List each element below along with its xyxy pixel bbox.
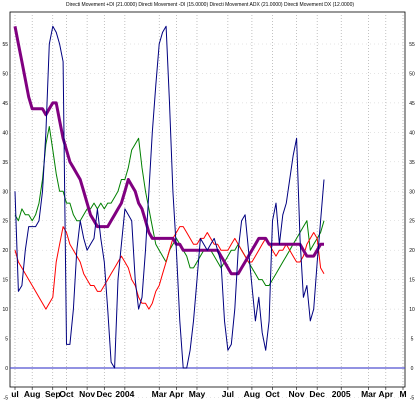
x-tick-label: 2005 [332, 389, 351, 399]
plot-frame [9, 11, 406, 388]
y-tick-label-right: 45 [409, 101, 415, 107]
y-tick-label-left: 35 [2, 160, 8, 166]
chart-title: Directi Movement +DI (21.0000) Directi M… [66, 2, 354, 8]
y-tick-label-right: 10 [409, 307, 415, 313]
y-tick-label-right: 55 [409, 42, 415, 48]
y-tick-label-right: 25 [409, 219, 415, 225]
x-tick-label: M [399, 389, 406, 399]
y-tick-label-left: 0 [5, 366, 8, 372]
y-tick-label-left: 15 [2, 278, 8, 284]
series-lines [13, 25, 325, 369]
x-tick-label: Aug [244, 389, 261, 399]
x-tick-label: Dec [309, 389, 325, 399]
y-tick-label-right: 0 [411, 366, 414, 372]
y-tick-label-left: 10 [2, 307, 8, 313]
y-tick-label-left: 25 [2, 219, 8, 225]
x-tick-label: 2004 [115, 389, 134, 399]
y-tick-label-right: 5 [411, 337, 414, 343]
x-tick-label: ul [11, 389, 19, 399]
x-tick-label: Oct [265, 389, 279, 399]
y-tick-label-left: 5 [5, 337, 8, 343]
x-tick-label: Apr [379, 389, 394, 399]
series-line-di [14, 226, 325, 310]
x-tick-label: Nov [289, 389, 305, 399]
x-tick-label: Sep [45, 389, 61, 399]
y-tick-label-right: -5 [410, 395, 415, 400]
y-tick-label-left: -5 [4, 395, 9, 400]
y-tick-label-right: 30 [409, 189, 415, 195]
y-tick-label-right: 20 [409, 248, 415, 254]
x-tick-label: Apr [169, 389, 184, 399]
x-tick-label: May [189, 389, 206, 399]
x-tick-label: Mar [361, 389, 377, 399]
y-tick-label-right: 50 [409, 71, 415, 77]
y-tick-label-left: 40 [2, 130, 8, 136]
x-tick-label: Aug [24, 389, 41, 399]
x-tick-label: Dec [96, 389, 112, 399]
series-line-dx [14, 25, 325, 369]
x-tick-label: Nov [79, 389, 95, 399]
y-tick-label-left: 45 [2, 101, 8, 107]
y-tick-label-right: 40 [409, 130, 415, 136]
x-tick-label: Jul [222, 389, 234, 399]
y-tick-label-left: 50 [2, 71, 8, 77]
y-tick-label-left: 30 [2, 189, 8, 195]
y-tick-label-right: 15 [409, 278, 415, 284]
series-line-adx [13, 26, 324, 276]
x-tick-label: Oct [59, 389, 73, 399]
x-tick-label: Mar [152, 389, 168, 399]
y-tick-label-left: 55 [2, 42, 8, 48]
y-tick-label-left: 20 [2, 248, 8, 254]
y-tick-label-right: 35 [409, 160, 415, 166]
